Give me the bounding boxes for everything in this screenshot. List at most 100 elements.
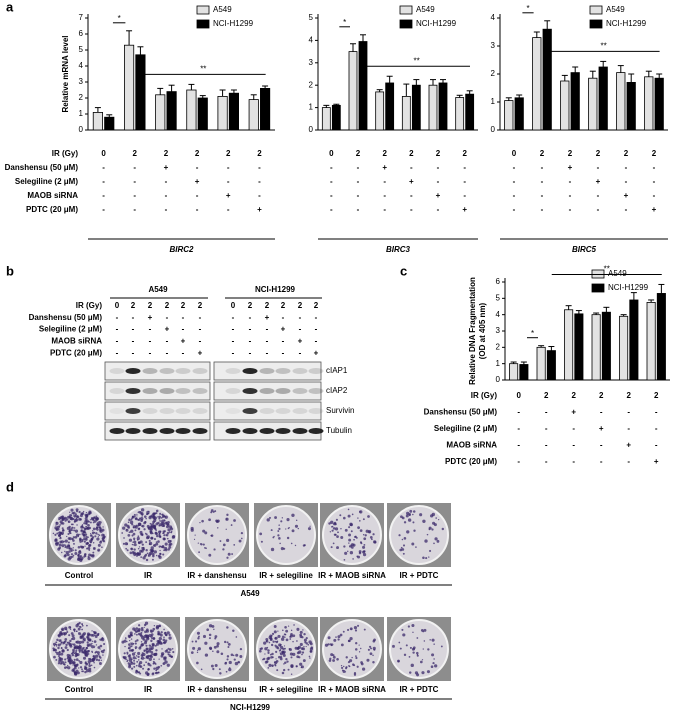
row-cell: 2	[248, 301, 253, 310]
blot-band	[175, 428, 191, 434]
colony	[153, 658, 155, 661]
colony	[334, 533, 337, 536]
colony	[152, 660, 155, 663]
colony	[57, 655, 60, 657]
bar	[465, 93, 475, 131]
colony	[336, 535, 339, 538]
colony	[67, 545, 69, 547]
row-cell: -	[463, 163, 466, 172]
colony	[132, 532, 136, 536]
colony	[359, 541, 363, 544]
bar	[570, 72, 580, 131]
colony	[135, 627, 139, 630]
bar	[455, 97, 465, 131]
colony	[373, 638, 376, 642]
colony	[279, 644, 282, 647]
row-cell: -	[597, 163, 600, 172]
colony	[168, 633, 171, 637]
colony	[426, 533, 429, 536]
colony	[74, 513, 78, 516]
row-cell: -	[227, 163, 230, 172]
colony	[330, 653, 334, 657]
colony	[66, 653, 70, 657]
bar	[348, 51, 358, 131]
row-cell: -	[182, 348, 185, 357]
bar	[564, 309, 574, 381]
colony	[372, 646, 376, 650]
colony	[140, 627, 144, 630]
colony	[133, 548, 136, 551]
colony	[289, 638, 292, 640]
colony	[309, 649, 313, 653]
row-cell: +	[148, 313, 153, 322]
colony	[54, 533, 57, 536]
colony	[138, 541, 141, 545]
colony	[288, 526, 290, 529]
colony	[132, 662, 136, 665]
colony	[278, 527, 281, 530]
colony	[163, 656, 165, 659]
colony	[79, 651, 81, 654]
row-cell: -	[232, 313, 235, 322]
colony	[331, 529, 334, 532]
colony	[168, 545, 172, 549]
colony	[369, 536, 373, 539]
colony	[77, 627, 81, 631]
colony	[308, 655, 311, 658]
colony	[72, 664, 74, 666]
row-cell: -	[572, 441, 575, 450]
colony	[94, 520, 97, 523]
bar	[646, 302, 656, 381]
colony	[272, 536, 275, 539]
blot-band	[308, 388, 324, 394]
colony	[441, 527, 445, 531]
colony	[130, 642, 134, 646]
colony	[162, 530, 165, 533]
colony	[421, 671, 425, 675]
colony	[138, 671, 141, 674]
colony	[426, 670, 430, 674]
colonies	[259, 513, 311, 552]
colony	[91, 640, 94, 643]
colony	[213, 628, 215, 631]
row-cell: -	[199, 325, 202, 334]
colony	[280, 520, 283, 523]
legend-swatch	[196, 5, 210, 15]
blot-band	[159, 408, 175, 414]
colony	[167, 548, 170, 551]
condition-label: IR + danshensu	[187, 571, 246, 580]
colony	[278, 537, 281, 540]
row-cell: -	[266, 337, 269, 346]
condition-label: IR	[144, 571, 152, 580]
colony	[93, 631, 97, 635]
colony	[131, 523, 134, 526]
colony	[61, 528, 65, 532]
colony	[81, 524, 84, 526]
colony	[328, 659, 332, 662]
colony	[149, 525, 153, 529]
colony	[283, 647, 286, 650]
colony	[91, 642, 93, 645]
blot-band	[275, 368, 291, 374]
colony	[411, 542, 415, 546]
row-cell: -	[625, 177, 628, 186]
blot-band	[175, 388, 191, 394]
colony	[435, 517, 437, 519]
colony	[75, 508, 79, 512]
colony	[86, 527, 89, 530]
colony	[149, 629, 153, 632]
legend-label: NCI-H1299	[606, 19, 647, 28]
colony	[54, 648, 58, 652]
colony	[72, 549, 74, 551]
colony	[294, 524, 299, 528]
colony	[284, 625, 287, 629]
colony	[299, 630, 303, 634]
colony	[159, 545, 162, 547]
colony	[93, 666, 96, 669]
colony	[64, 550, 66, 553]
colony	[240, 537, 243, 540]
colony	[163, 636, 165, 638]
colony	[145, 650, 149, 654]
colonies	[121, 621, 175, 677]
colony	[81, 623, 83, 626]
